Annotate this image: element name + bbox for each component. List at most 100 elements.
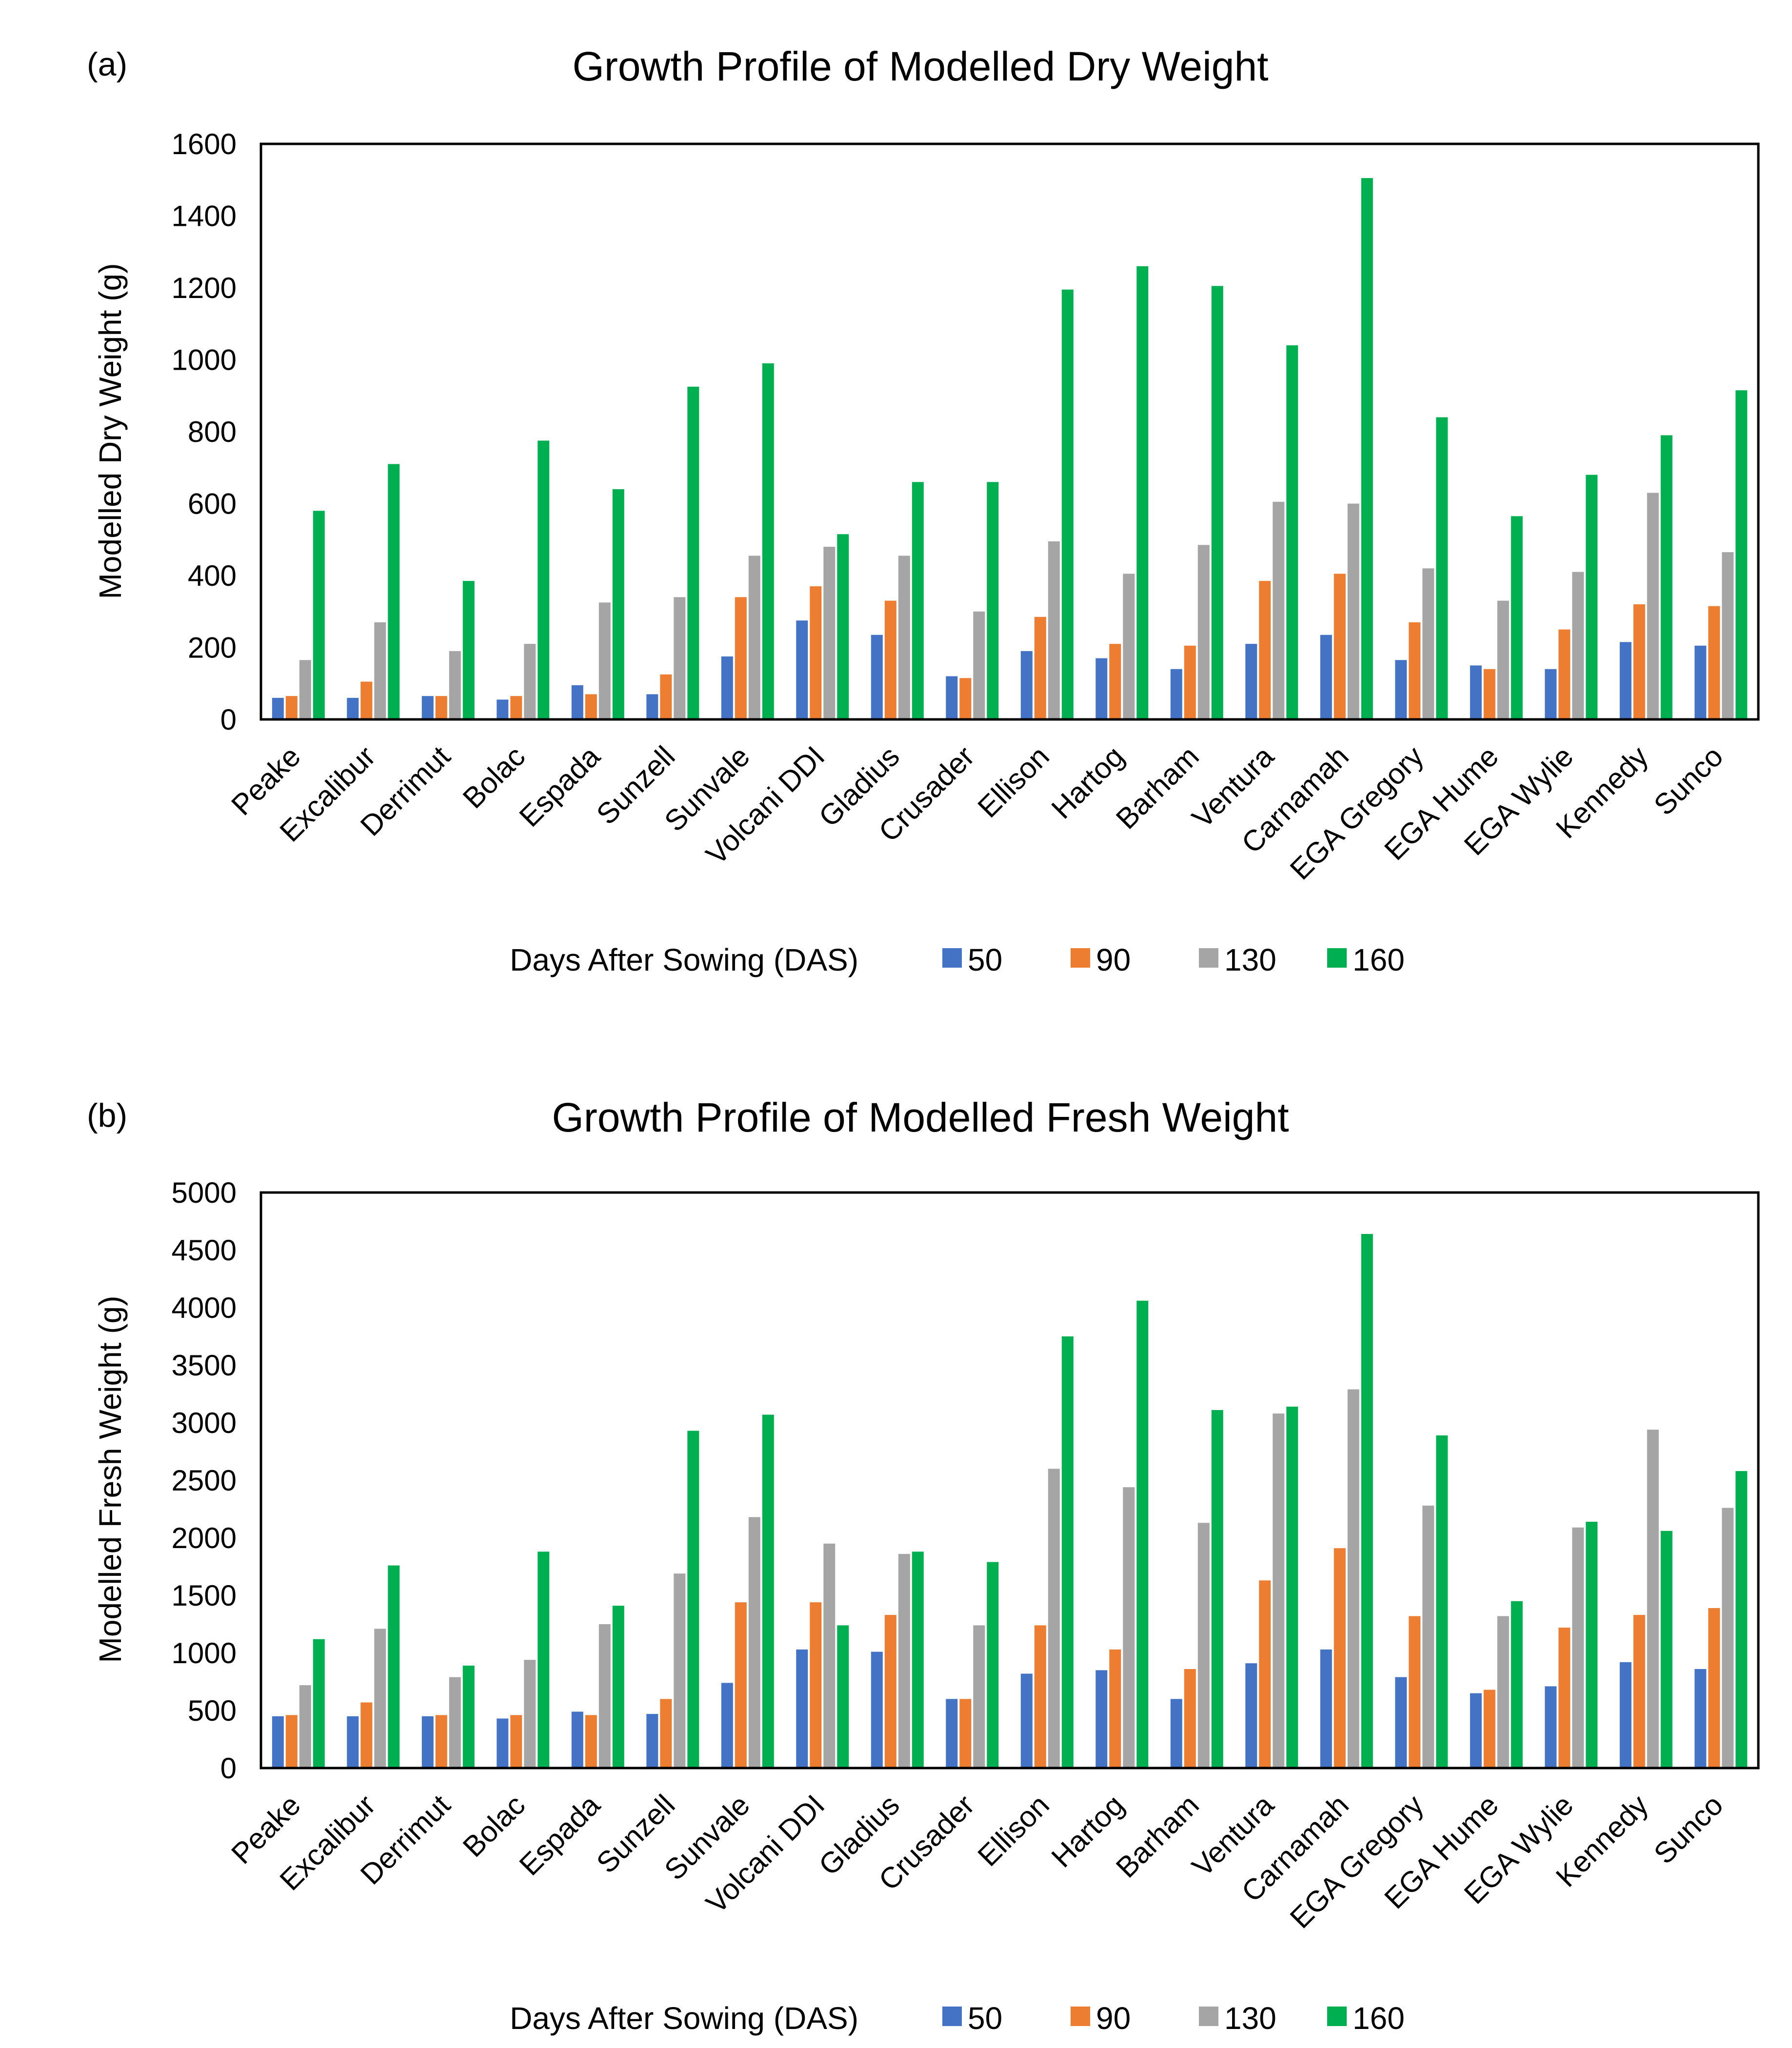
bar-130-das — [598, 1624, 611, 1768]
bar-130-das — [374, 622, 386, 719]
legend-entry-130: 130 — [1224, 942, 1276, 977]
bar-160-das — [313, 511, 325, 720]
bar-50-das — [1470, 1693, 1482, 1768]
bar-160-das — [462, 1666, 475, 1768]
bar-90-das — [510, 1715, 522, 1768]
bar-50-das — [1470, 665, 1482, 719]
bar-50-das — [497, 699, 509, 719]
legend-entry-160: 160 — [1353, 2001, 1405, 2036]
legend-entry-50: 50 — [968, 942, 1002, 977]
x-category-label: Espada — [513, 739, 607, 833]
bar-90-das — [360, 681, 373, 719]
bar-130-das — [524, 644, 536, 719]
bar-90-das — [1184, 645, 1196, 719]
legend-title-dry-weight: Days After Sowing (DAS) — [510, 942, 858, 977]
y-tick-label: 0 — [220, 1752, 237, 1785]
bar-160-das — [1735, 390, 1748, 719]
bar-130-das — [898, 1554, 910, 1768]
bar-160-das — [388, 1565, 400, 1768]
bar-130-das — [1572, 572, 1584, 719]
bar-90-das — [1409, 1616, 1421, 1768]
bar-160-das — [1361, 178, 1373, 720]
bar-90-das — [884, 1615, 896, 1768]
bar-90-das — [1558, 1628, 1571, 1768]
bar-130-das — [1123, 574, 1135, 719]
bar-160-das — [987, 1562, 999, 1768]
bar-90-das — [585, 694, 597, 719]
bar-130-das — [674, 597, 686, 720]
y-tick-label: 1500 — [172, 1579, 237, 1612]
bar-130-das — [973, 611, 985, 720]
bar-160-das — [538, 1551, 550, 1768]
bar-90-das — [1334, 1548, 1346, 1768]
plot-area-frame-dry-weight — [259, 142, 1760, 721]
bar-90-das — [1184, 1669, 1196, 1768]
bar-50-das — [796, 1649, 808, 1768]
y-tick-label: 600 — [188, 488, 237, 520]
bar-130-das — [1347, 1389, 1359, 1768]
bar-90-das — [1483, 669, 1495, 720]
bar-130-das — [1647, 493, 1659, 719]
bar-50-das — [1320, 635, 1332, 719]
bar-160-das — [1586, 475, 1598, 719]
bar-130-das — [449, 1677, 461, 1768]
bar-130-das — [1048, 1469, 1060, 1768]
bar-90-das — [1259, 1580, 1271, 1768]
bar-90-das — [1633, 604, 1645, 719]
y-tick-label: 1000 — [172, 344, 237, 377]
bar-130-das — [1722, 552, 1734, 719]
bar-160-das — [538, 440, 550, 719]
bar-160-das — [612, 1606, 624, 1768]
legend-fresh-weight: Days After Sowing (DAS) 50 90 130 160 — [510, 2001, 1405, 2036]
bar-50-das — [1245, 644, 1257, 719]
panel-a-dry-weight-chart: (a) Growth Profile of Modelled Dry Weigh… — [87, 43, 1760, 977]
bar-130-das — [1123, 1487, 1135, 1768]
bar-130-das — [1497, 600, 1509, 719]
legend-entry-90: 90 — [1096, 942, 1131, 977]
legend-swatch-50 — [942, 2007, 962, 2026]
bar-90-das — [1034, 616, 1046, 719]
bar-50-das — [1170, 1699, 1182, 1768]
bar-160-das — [1436, 417, 1448, 719]
legend-swatch-160 — [1327, 2007, 1347, 2026]
bar-50-das — [646, 1714, 658, 1768]
bar-50-das — [497, 1718, 509, 1768]
bar-130-das — [598, 602, 611, 719]
panel-label-b: (b) — [87, 1097, 127, 1134]
bar-160-das — [762, 363, 774, 719]
panel-b-fresh-weight-chart: (b) Growth Profile of Modelled Fresh Wei… — [87, 1094, 1760, 2036]
bar-160-das — [1286, 1407, 1298, 1768]
bar-160-das — [1436, 1435, 1448, 1768]
bar-90-das — [660, 1699, 672, 1768]
bar-130-das — [449, 651, 461, 719]
y-tick-label: 3000 — [172, 1407, 237, 1439]
bars-dry-weight — [272, 178, 1748, 720]
legend-entry-130: 130 — [1224, 2001, 1276, 2036]
y-tick-label: 2000 — [172, 1522, 237, 1554]
bar-90-das — [1708, 606, 1720, 719]
bar-130-das — [1647, 1430, 1659, 1768]
bar-130-das — [299, 660, 311, 719]
bar-130-das — [1722, 1508, 1734, 1768]
bar-50-das — [1545, 1686, 1557, 1768]
bar-130-das — [374, 1629, 386, 1768]
bar-50-das — [1619, 1662, 1632, 1768]
bar-50-das — [946, 676, 958, 719]
bar-90-das — [1334, 574, 1346, 719]
bar-160-das — [987, 482, 999, 720]
x-category-label: Sunco — [1648, 740, 1730, 822]
bar-90-das — [1483, 1690, 1495, 1768]
y-tick-label: 400 — [188, 559, 237, 592]
bar-130-das — [823, 1543, 836, 1768]
bar-130-das — [973, 1625, 985, 1768]
y-axis-ticks-dry-weight: 0 200 400 600 800 1000 1200 1400 1600 — [172, 128, 237, 736]
bar-90-das — [435, 1715, 447, 1768]
bar-130-das — [1197, 1523, 1210, 1768]
bar-50-das — [571, 1711, 583, 1768]
bar-160-das — [1211, 1410, 1223, 1768]
bar-90-das — [1633, 1615, 1645, 1768]
bar-50-das — [646, 694, 658, 719]
y-tick-label: 5000 — [172, 1176, 237, 1209]
